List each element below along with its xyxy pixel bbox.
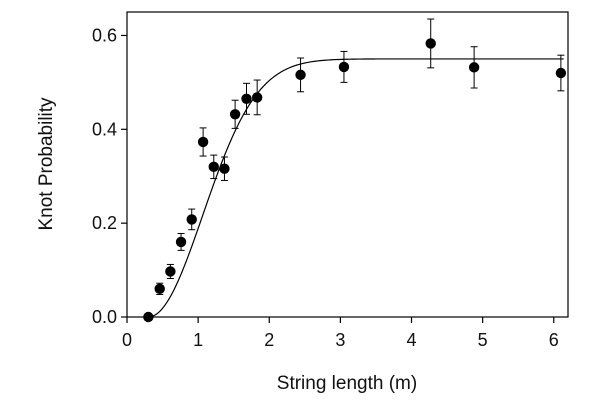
data-point: [555, 67, 567, 79]
x-tick-label: 2: [264, 330, 274, 350]
x-tick-label: 5: [478, 330, 488, 350]
data-point: [241, 93, 252, 105]
data-point: [186, 214, 197, 225]
data-point: [208, 161, 219, 173]
x-axis-ticks: 0 1 2 3 4 5 6: [122, 317, 559, 350]
y-tick-label: 0.2: [92, 213, 117, 233]
data-point: [295, 69, 306, 81]
x-tick-label: 6: [549, 330, 559, 350]
data-point: [175, 236, 187, 248]
data-point: [229, 109, 241, 120]
x-tick-label: 1: [193, 330, 203, 350]
data-point: [143, 311, 154, 323]
x-tick-label: 3: [335, 330, 345, 350]
data-point: [468, 62, 480, 73]
data-point: [338, 61, 350, 73]
data-point: [219, 163, 230, 174]
x-tick-label: 4: [407, 330, 417, 350]
data-points: [143, 18, 567, 323]
data-point: [154, 283, 165, 295]
y-axis-ticks: 0.0 0.2 0.4 0.6: [92, 25, 127, 327]
data-point: [251, 92, 263, 103]
fit-curve: [148, 58, 564, 318]
y-tick-label: 0.4: [92, 119, 117, 139]
data-point: [197, 136, 209, 148]
data-point: [425, 38, 436, 49]
data-point: [165, 266, 176, 277]
y-tick-label: 0.6: [92, 25, 117, 45]
x-axis-title: String length (m): [277, 373, 417, 394]
plot-frame: [126, 11, 569, 318]
x-tick-label: 0: [122, 330, 132, 350]
y-axis-title: Knot Probability: [36, 97, 57, 231]
y-tick-label: 0.0: [92, 307, 117, 327]
